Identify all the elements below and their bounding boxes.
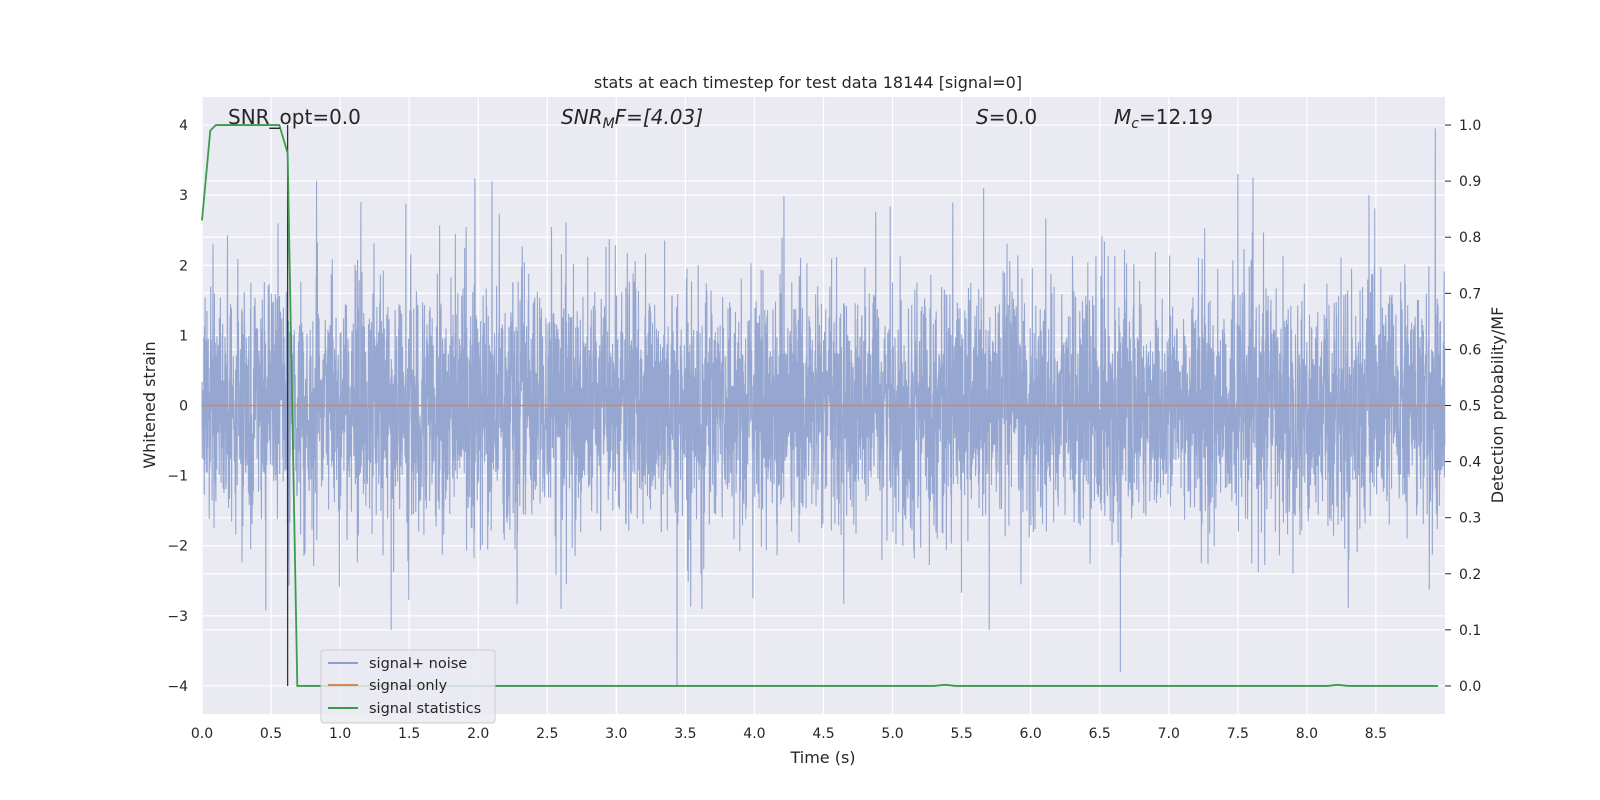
x-tick-label: 2.5 — [536, 726, 558, 742]
x-tick-label: 3.0 — [605, 726, 627, 742]
legend: signal+ noise signal only signal statist… — [320, 649, 496, 724]
x-tick-label: 2.0 — [467, 726, 489, 742]
annotation-mc-sub: c — [1131, 116, 1139, 132]
y2-tick-label: 0.6 — [1459, 342, 1481, 358]
signal-statistics-series — [201, 124, 1439, 687]
y2-tick-label: 0.1 — [1459, 623, 1481, 639]
y2-tick-label: 0.5 — [1459, 399, 1481, 415]
y-tick-label: −4 — [167, 679, 188, 695]
y-tick-labels: −4 −3 −2 −1 0 1 2 3 4 — [167, 118, 188, 695]
x-tick-label: 6.5 — [1089, 726, 1111, 742]
x-tick-label: 8.5 — [1365, 726, 1387, 742]
y-tick-label: 2 — [179, 258, 188, 274]
annotation-snr-mf-rest: F=[4.03] — [615, 105, 703, 129]
y-tick-label: −2 — [167, 539, 188, 555]
x-tick-label: 4.5 — [812, 726, 834, 742]
y2-tick-label: 0.3 — [1459, 511, 1481, 527]
annotation-mc: Mc=12.19 — [1114, 105, 1213, 132]
annotation-snr-mf-sub: M — [603, 116, 615, 132]
annotation-snr-opt: SNR_opt=0.0 — [228, 105, 361, 129]
signal-statistics-line — [201, 124, 1439, 687]
x-tick-label: 4.0 — [743, 726, 765, 742]
annotation-mc-main: M — [1114, 105, 1131, 129]
y-tick-label: 0 — [179, 399, 188, 415]
x-tick-label: 5.0 — [881, 726, 903, 742]
x-tick-label: 8.0 — [1296, 726, 1318, 742]
annotation-mc-rest: =12.19 — [1139, 105, 1213, 129]
y2-tick-label: 0.0 — [1459, 679, 1481, 695]
legend-label-signal-statistics: signal statistics — [369, 701, 481, 717]
x-tick-label: 3.5 — [674, 726, 696, 742]
x-tick-label: 1.0 — [329, 726, 351, 742]
chart-title: stats at each timestep for test data 181… — [594, 73, 1022, 92]
y2-tick-labels: 0.0 0.1 0.2 0.3 0.4 0.5 0.6 0.7 0.8 0.9 1.0 — [1445, 118, 1481, 695]
signal-noise-line — [201, 128, 1446, 686]
y-tick-label: −1 — [167, 469, 188, 485]
x-tick-label: 1.5 — [398, 726, 420, 742]
x-tick-label: 0.0 — [191, 726, 213, 742]
y2-axis-label: Detection probability/MF — [1488, 307, 1507, 504]
signal-noise-series — [201, 128, 1446, 686]
y2-tick-label: 0.9 — [1459, 174, 1481, 190]
y-tick-label: 1 — [179, 328, 188, 344]
x-tick-label: 7.5 — [1227, 726, 1249, 742]
x-tick-label: 7.0 — [1158, 726, 1180, 742]
legend-label-signal-only: signal only — [369, 678, 448, 694]
annotation-snr-mf-main: SNR — [561, 105, 603, 129]
y-tick-label: 3 — [179, 188, 188, 204]
y2-tick-label: 0.2 — [1459, 567, 1481, 583]
annotation-s-main: S — [976, 105, 989, 129]
x-tick-label: 6.0 — [1020, 726, 1042, 742]
y-tick-label: 4 — [179, 118, 188, 134]
y2-tick-label: 1.0 — [1459, 118, 1481, 134]
y2-tick-label: 0.8 — [1459, 230, 1481, 246]
annotation-s-rest: =0.0 — [989, 105, 1038, 129]
x-tick-label: 5.5 — [950, 726, 972, 742]
x-tick-labels: 0.0 0.5 1.0 1.5 2.0 2.5 3.0 3.5 4.0 4.5 5.0 5.5 6.0 6… — [191, 726, 1387, 742]
x-axis-label: Time (s) — [789, 748, 855, 767]
y-tick-label: −3 — [167, 609, 188, 625]
annotation-s: S=0.0 — [976, 105, 1037, 129]
y2-tick-label: 0.4 — [1459, 455, 1481, 471]
legend-label-signal-noise: signal+ noise — [369, 656, 467, 672]
x-tick-label: 0.5 — [260, 726, 282, 742]
y2-tick-label: 0.7 — [1459, 286, 1481, 302]
y-axis-label: Whitened strain — [140, 341, 159, 468]
annotation-snr-mf: SNRMF=[4.03] — [561, 105, 703, 132]
legend-box — [320, 649, 496, 724]
